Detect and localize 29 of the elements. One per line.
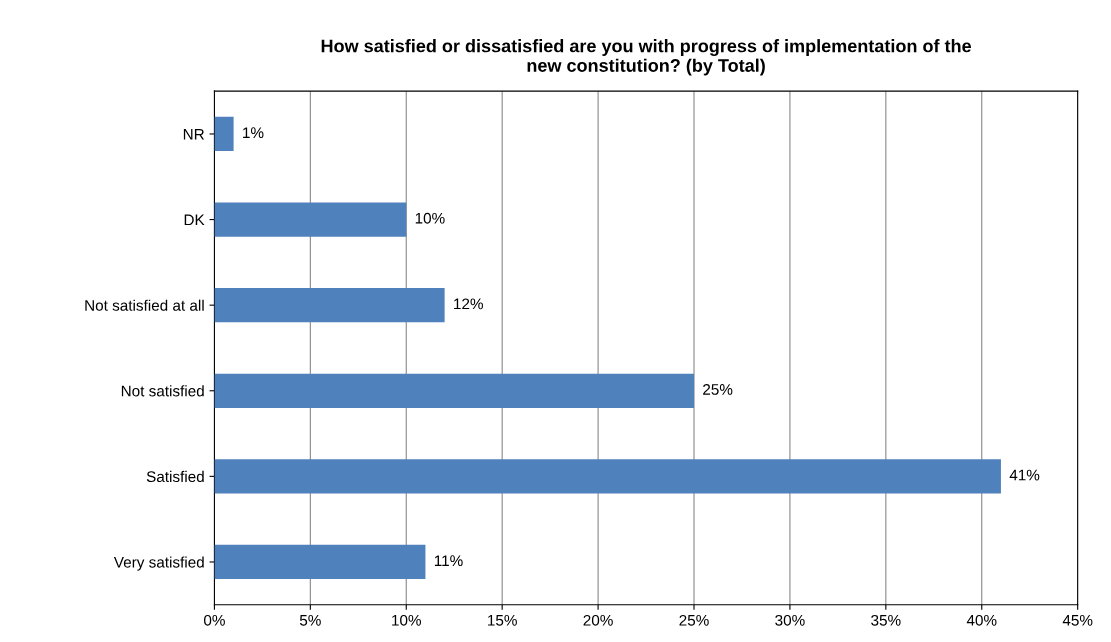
chart-title: How satisfied or dissatisfied are you with progress of implementation of the new constitution? (by Total) [321,39,972,76]
y-tick-label: Satisfied [146,470,204,483]
data-label: 12% [454,298,483,310]
x-tick-label: 20% [583,614,613,626]
bar [214,116,234,152]
y-tick-label: NR [183,128,204,140]
data-label: 11% [434,555,463,567]
bar [214,288,445,323]
x-tick-label: 5% [299,614,321,626]
x-tick-label: 40% [966,614,997,626]
bar [214,373,694,408]
y-tick-label: Very satisfied [113,556,204,571]
bar [214,202,407,237]
data-label: 10% [415,212,445,224]
x-tick-label: 15% [488,614,517,626]
x-tick-label: 35% [871,614,901,626]
y-tick-label: Not satisfied at all [85,299,204,311]
data-label: 1% [243,127,264,139]
x-tick-label: 45% [1062,614,1093,626]
x-tick-label: 25% [679,614,709,626]
data-label: 25% [703,384,733,395]
bar [214,459,1001,494]
y-tick-label: Not satisfied [121,385,204,397]
x-tick-label: 10% [392,614,421,626]
bar [214,544,426,580]
x-tick-label: 30% [775,614,805,626]
y-tick-label: DK [184,214,205,226]
data-label: 41% [1009,469,1040,481]
x-tick-label: 0% [203,614,225,626]
